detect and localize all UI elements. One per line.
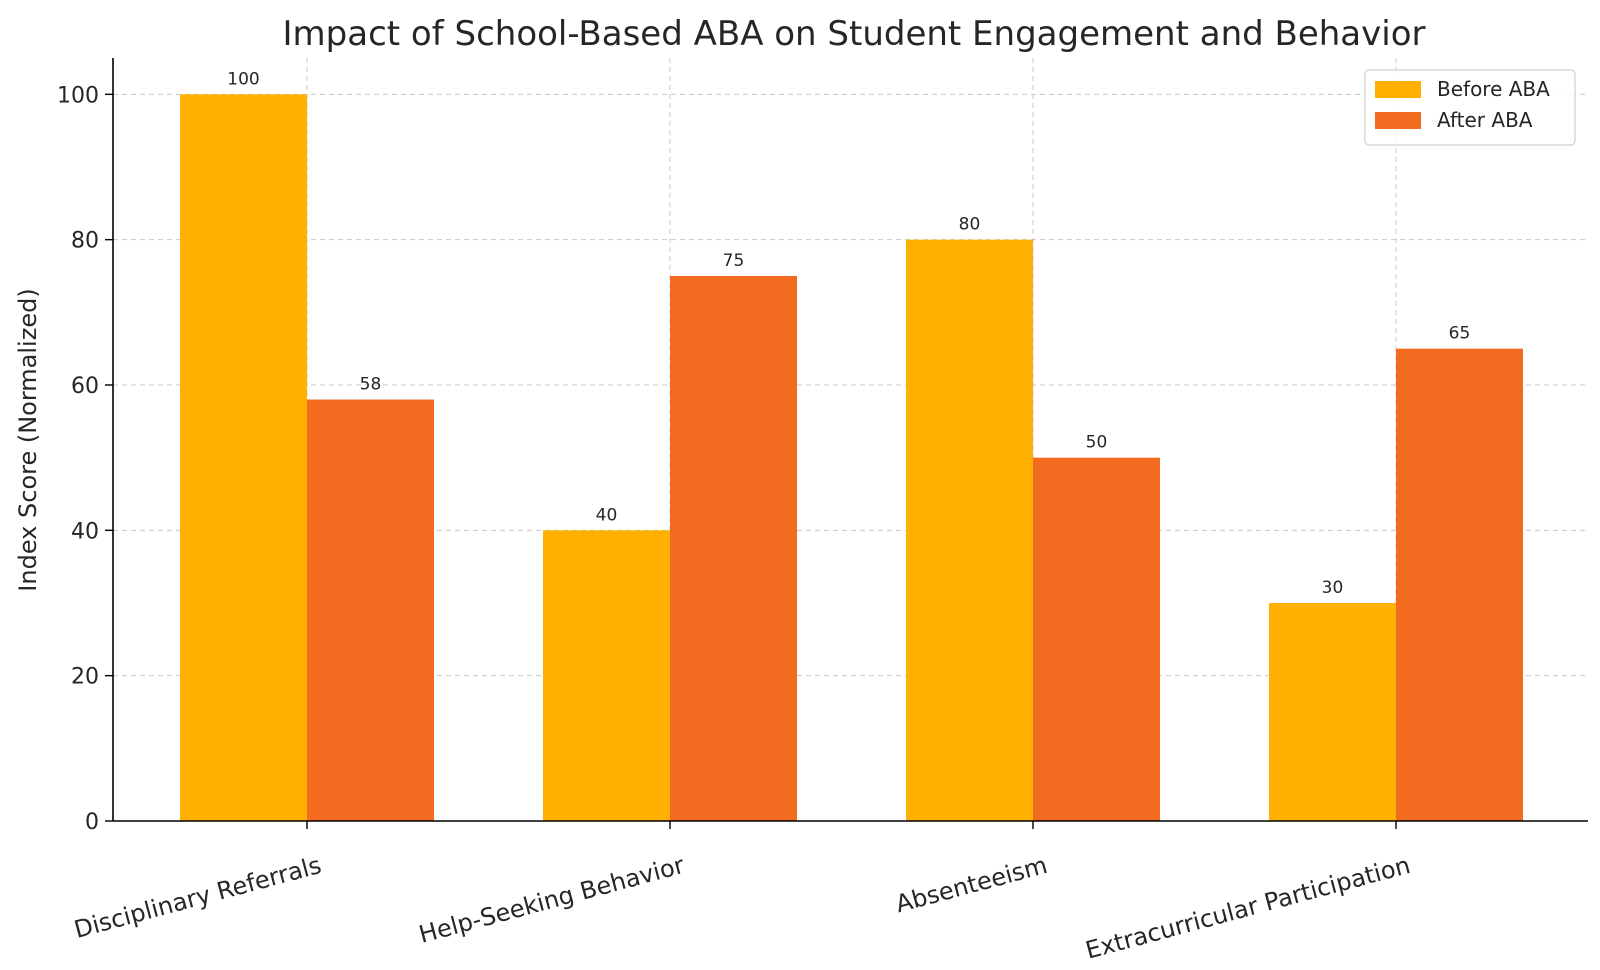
bar-after-2 — [1033, 457, 1160, 821]
y-axis-label: Index Score (Normalized) — [14, 288, 42, 591]
bar-before-1 — [543, 530, 670, 821]
y-tick-label: 0 — [85, 810, 99, 835]
y-tick-label: 60 — [71, 374, 99, 399]
data-label: 100 — [227, 69, 259, 89]
bar-before-2 — [906, 239, 1033, 821]
legend-swatch — [1375, 81, 1421, 98]
legend: Before ABA After ABA — [1364, 69, 1576, 146]
axes — [105, 58, 1588, 829]
bar-before-0 — [180, 94, 307, 822]
data-label: 80 — [959, 215, 981, 235]
x-tick-label: Help-Seeking Behavior — [416, 851, 687, 949]
data-label: 75 — [723, 251, 745, 271]
x-tick-label: Disciplinary Referrals — [71, 851, 324, 944]
y-tick-label: 20 — [71, 665, 99, 690]
bar-before-3 — [1269, 603, 1396, 821]
x-tick-label: Extracurricular Participation — [1083, 851, 1414, 965]
legend-swatch — [1375, 112, 1421, 129]
legend-entry: Before ABA — [1437, 77, 1550, 101]
bars — [180, 94, 1523, 822]
data-label: 65 — [1449, 324, 1471, 344]
data-label: 40 — [596, 505, 618, 525]
y-tick-label: 80 — [71, 229, 99, 254]
data-label: 50 — [1086, 433, 1108, 453]
x-tick-label: Absenteeism — [893, 851, 1051, 918]
legend-entry: After ABA — [1437, 108, 1533, 132]
data-label: 58 — [360, 375, 382, 395]
data-label: 30 — [1322, 578, 1344, 598]
bar-after-3 — [1396, 348, 1523, 821]
bar-after-0 — [307, 399, 434, 821]
y-tick-label: 100 — [57, 83, 99, 108]
y-tick-label: 40 — [71, 519, 99, 544]
chart-title: Impact of School-Based ABA on Student En… — [283, 14, 1426, 54]
bar-after-1 — [670, 276, 797, 821]
